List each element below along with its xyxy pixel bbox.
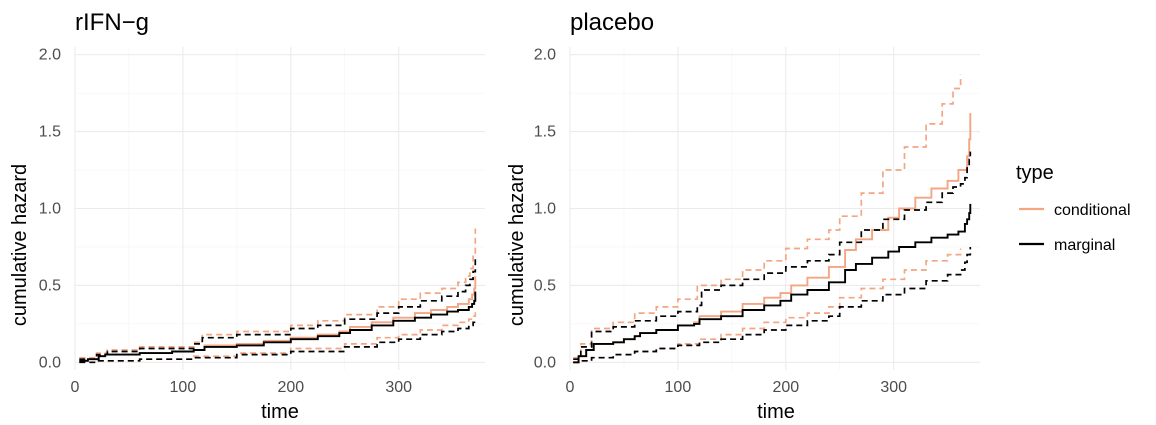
x-tick-label: 100 [665, 379, 692, 396]
y-axis-label: cumulative hazard [506, 164, 528, 326]
legend-title: type [1016, 162, 1054, 184]
series-line-marginal-upper [79, 259, 477, 361]
grid [74, 47, 485, 370]
y-tick-label: 0.0 [534, 354, 556, 371]
x-tick-label: 200 [772, 379, 799, 396]
y-tick-label: 2.0 [534, 47, 556, 64]
series-line-marginal-upper [573, 151, 972, 361]
series-line-conditional-upper [79, 228, 477, 359]
series-lines [573, 74, 972, 364]
y-tick-label: 0.5 [39, 277, 61, 294]
legend: type conditional marginal [1016, 162, 1131, 254]
panel-rifn-g: rIFN−g cumulative hazard time 0 100 200 300… [9, 9, 485, 423]
grid [569, 47, 980, 370]
y-tick-label: 2.0 [39, 47, 61, 64]
x-axis-label: time [757, 401, 795, 423]
y-tick-label: 1.0 [534, 201, 556, 218]
y-tick-label: 1.0 [39, 201, 61, 218]
y-tick-label: 1.5 [39, 124, 61, 141]
x-tick-label: 0 [566, 379, 575, 396]
x-axis-label: time [261, 401, 299, 423]
legend-item-conditional: conditional [1019, 202, 1131, 219]
y-tick-label: 0.5 [534, 277, 556, 294]
y-tick-label: 1.5 [534, 124, 556, 141]
series-lines [79, 228, 477, 364]
y-tick-label: 0.0 [39, 354, 61, 371]
y-axis-label: cumulative hazard [9, 164, 31, 326]
panel-title: rIFN−g [75, 9, 149, 36]
x-tick-label: 300 [385, 379, 412, 396]
x-tick-label: 0 [71, 379, 80, 396]
series-line-marginal-estimate [573, 203, 972, 364]
x-tick-label: 300 [880, 379, 907, 396]
x-tick-label: 100 [170, 379, 197, 396]
x-tick-label: 200 [277, 379, 304, 396]
series-line-conditional-upper [573, 74, 962, 359]
legend-item-marginal: marginal [1019, 237, 1115, 254]
tick-labels: 0 100 200 300 0.0 0.5 1.0 1.5 2.0 [534, 47, 907, 396]
series-line-marginal-estimate [79, 291, 477, 362]
panel-placebo: placebo cumulative hazard time 0 100 200 30… [506, 9, 980, 423]
series-line-conditional-estimate [573, 113, 972, 364]
series-line-marginal-lower [573, 247, 972, 364]
legend-label: conditional [1054, 202, 1131, 219]
legend-label: marginal [1054, 237, 1115, 254]
panel-title: placebo [570, 9, 654, 36]
tick-labels: 0 100 200 300 0.0 0.5 1.0 1.5 2.0 [39, 47, 412, 396]
series-line-conditional-lower [79, 311, 477, 364]
series-line-marginal-lower [79, 319, 477, 364]
